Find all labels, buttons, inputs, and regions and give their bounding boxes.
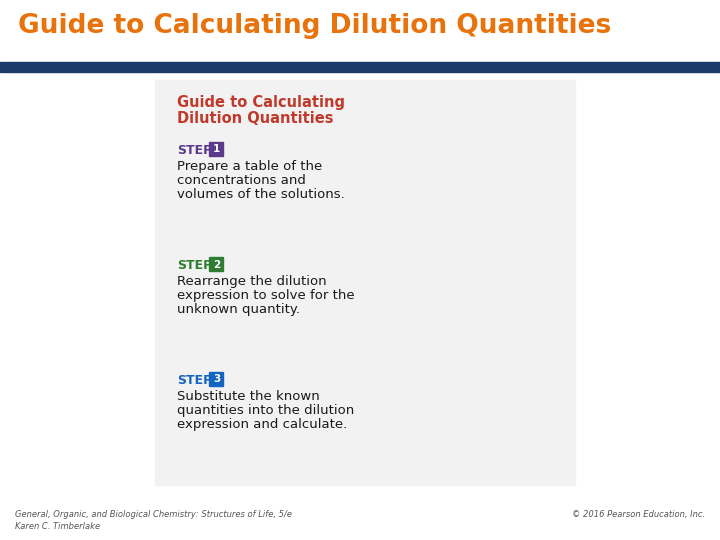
FancyBboxPatch shape	[210, 373, 223, 387]
Text: expression to solve for the: expression to solve for the	[177, 289, 355, 302]
Text: Dilution Quantities: Dilution Quantities	[177, 111, 333, 126]
Text: 2: 2	[213, 260, 220, 269]
Text: General, Organic, and Biological Chemistry: Structures of Life, 5/e: General, Organic, and Biological Chemist…	[15, 510, 292, 519]
Text: quantities into the dilution: quantities into the dilution	[177, 404, 354, 417]
Text: STEP: STEP	[177, 259, 212, 272]
Text: volumes of the solutions.: volumes of the solutions.	[177, 188, 345, 201]
Text: 1: 1	[213, 145, 220, 154]
Text: 3: 3	[213, 375, 220, 384]
Text: unknown quantity.: unknown quantity.	[177, 303, 300, 316]
Bar	[0, 62, 720, 72]
Bar	[155, 80, 575, 485]
FancyBboxPatch shape	[210, 258, 223, 272]
Text: © 2016 Pearson Education, Inc.: © 2016 Pearson Education, Inc.	[572, 510, 705, 519]
Text: Karen C. Timberlake: Karen C. Timberlake	[15, 522, 100, 531]
Text: STEP: STEP	[177, 144, 212, 157]
FancyBboxPatch shape	[210, 143, 223, 157]
Text: Substitute the known: Substitute the known	[177, 390, 320, 403]
Text: expression and calculate.: expression and calculate.	[177, 418, 347, 431]
Text: Guide to Calculating: Guide to Calculating	[177, 95, 345, 110]
Text: STEP: STEP	[177, 374, 212, 387]
Text: Guide to Calculating Dilution Quantities: Guide to Calculating Dilution Quantities	[18, 13, 611, 39]
Text: Rearrange the dilution: Rearrange the dilution	[177, 275, 327, 288]
Text: Prepare a table of the: Prepare a table of the	[177, 160, 323, 173]
Text: concentrations and: concentrations and	[177, 174, 306, 187]
